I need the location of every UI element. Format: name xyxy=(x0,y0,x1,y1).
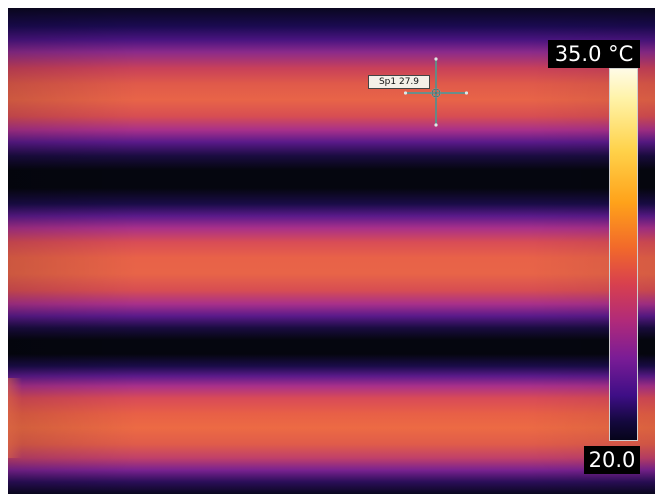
thermal-image-frame xyxy=(8,8,655,494)
color-scale-bar xyxy=(609,68,638,441)
thermal-image xyxy=(8,8,655,494)
spot-crosshair-icon[interactable] xyxy=(404,56,468,128)
spot-meter-label: Sp1 27.9 xyxy=(368,75,430,89)
thermal-vignette xyxy=(8,8,655,494)
scale-max-label: 35.0 °C xyxy=(548,40,640,68)
scale-min-label: 20.0 xyxy=(584,446,640,474)
thermal-hot-edge xyxy=(8,378,22,458)
